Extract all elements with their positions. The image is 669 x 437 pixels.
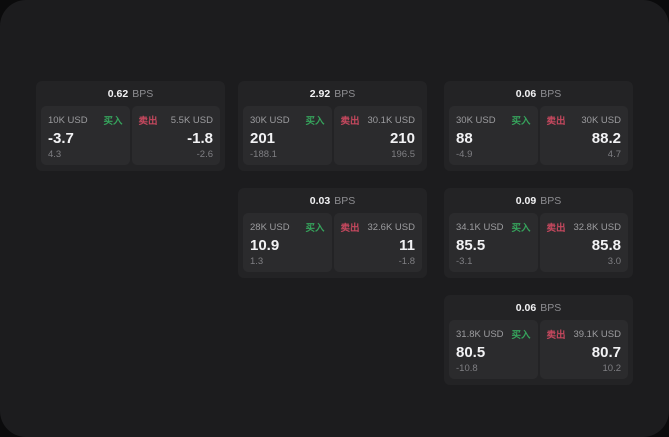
sell-panel[interactable]: 卖出 30K USD 88.2 4.7: [539, 106, 628, 165]
buy-change: -188.1: [250, 149, 277, 160]
bps-header: 0.06 BPS: [444, 81, 633, 106]
buy-price: 88: [456, 130, 473, 147]
buy-price: 201: [250, 130, 276, 147]
sell-change: 3.0: [607, 256, 621, 267]
bps-unit-label: BPS: [540, 87, 562, 100]
sell-panel[interactable]: 卖出 32.6K USD 11 -1.8: [333, 213, 422, 272]
sell-amount: 39.1K USD: [573, 328, 621, 340]
buy-change: -4.9: [456, 149, 473, 160]
bps-unit-label: BPS: [334, 194, 356, 207]
bps-value: 0.06: [515, 301, 537, 314]
buy-panel[interactable]: 34.1K USD 买入 85.5 -3.1: [449, 213, 538, 272]
sell-change: 10.2: [602, 363, 622, 374]
buy-amount: 28K USD: [250, 221, 290, 233]
bps-unit-label: BPS: [540, 194, 562, 207]
sell-price: 11: [399, 237, 415, 254]
sell-amount: 30K USD: [581, 114, 621, 126]
sell-change: -1.8: [398, 256, 415, 267]
bps-value: 0.62: [107, 87, 129, 100]
buy-change: -10.8: [456, 363, 478, 374]
quote-card: 0.06 BPS 30K USD 买入 88 -4.9 卖出 30K USD 8…: [444, 81, 633, 171]
sell-panel[interactable]: 卖出 30.1K USD 210 196.5: [333, 106, 422, 165]
sell-panel[interactable]: 卖出 32.8K USD 85.8 3.0: [539, 213, 628, 272]
buy-change: 1.3: [250, 256, 264, 267]
buy-amount: 30K USD: [250, 114, 290, 126]
sell-amount: 32.8K USD: [573, 221, 621, 233]
sell-price: -1.8: [187, 130, 213, 147]
bps-header: 0.09 BPS: [444, 188, 633, 213]
sell-amount: 5.5K USD: [170, 114, 213, 126]
sell-label: 卖出: [340, 223, 360, 234]
buy-label: 买入: [305, 116, 325, 127]
quote-card: 0.09 BPS 34.1K USD 买入 85.5 -3.1 卖出 32.8K…: [444, 188, 633, 278]
sell-label: 卖出: [546, 330, 566, 341]
bps-unit-label: BPS: [540, 301, 562, 314]
quote-card: 0.03 BPS 28K USD 买入 10.9 1.3 卖出 32.6K US…: [238, 188, 427, 278]
bps-value: 0.03: [309, 194, 331, 207]
bps-header: 0.03 BPS: [238, 188, 427, 213]
buy-label: 买入: [511, 116, 531, 127]
bps-value: 0.09: [515, 194, 537, 207]
bps-header: 0.62 BPS: [36, 81, 225, 106]
buy-label: 买入: [103, 116, 123, 127]
sell-panel[interactable]: 卖出 39.1K USD 80.7 10.2: [539, 320, 628, 379]
buy-price: 80.5: [456, 344, 486, 361]
sell-label: 卖出: [138, 116, 158, 127]
bps-value: 0.06: [515, 87, 537, 100]
buy-panel[interactable]: 30K USD 买入 88 -4.9: [449, 106, 538, 165]
quote-card: 2.92 BPS 30K USD 买入 201 -188.1 卖出 30.1K …: [238, 81, 427, 171]
sell-price: 210: [389, 130, 415, 147]
buy-label: 买入: [511, 223, 531, 234]
quote-card: 0.62 BPS 10K USD 买入 -3.7 4.3 卖出 5.5K USD…: [36, 81, 225, 171]
quote-card: 0.06 BPS 31.8K USD 买入 80.5 -10.8 卖出 39.1…: [444, 295, 633, 385]
bps-unit-label: BPS: [132, 87, 154, 100]
sell-price: 80.7: [591, 344, 621, 361]
sell-amount: 30.1K USD: [367, 114, 415, 126]
buy-amount: 31.8K USD: [456, 328, 504, 340]
sell-change: 4.7: [607, 149, 621, 160]
buy-price: 10.9: [250, 237, 280, 254]
bps-value: 2.92: [309, 87, 331, 100]
sell-label: 卖出: [546, 223, 566, 234]
buy-price: -3.7: [48, 130, 74, 147]
buy-panel[interactable]: 10K USD 买入 -3.7 4.3: [41, 106, 130, 165]
sell-amount: 32.6K USD: [367, 221, 415, 233]
buy-change: 4.3: [48, 149, 62, 160]
buy-amount: 10K USD: [48, 114, 88, 126]
bps-header: 2.92 BPS: [238, 81, 427, 106]
sell-label: 卖出: [546, 116, 566, 127]
buy-amount: 34.1K USD: [456, 221, 504, 233]
buy-panel[interactable]: 31.8K USD 买入 80.5 -10.8: [449, 320, 538, 379]
buy-panel[interactable]: 30K USD 买入 201 -188.1: [243, 106, 332, 165]
sell-change: -2.6: [196, 149, 213, 160]
buy-price: 85.5: [456, 237, 486, 254]
sell-price: 88.2: [591, 130, 621, 147]
sell-panel[interactable]: 卖出 5.5K USD -1.8 -2.6: [131, 106, 220, 165]
sell-price: 85.8: [591, 237, 621, 254]
buy-label: 买入: [305, 223, 325, 234]
buy-amount: 30K USD: [456, 114, 496, 126]
buy-panel[interactable]: 28K USD 买入 10.9 1.3: [243, 213, 332, 272]
sell-label: 卖出: [340, 116, 360, 127]
buy-label: 买入: [511, 330, 531, 341]
bps-unit-label: BPS: [334, 87, 356, 100]
buy-change: -3.1: [456, 256, 473, 267]
sell-change: 196.5: [391, 149, 415, 160]
bps-header: 0.06 BPS: [444, 295, 633, 320]
